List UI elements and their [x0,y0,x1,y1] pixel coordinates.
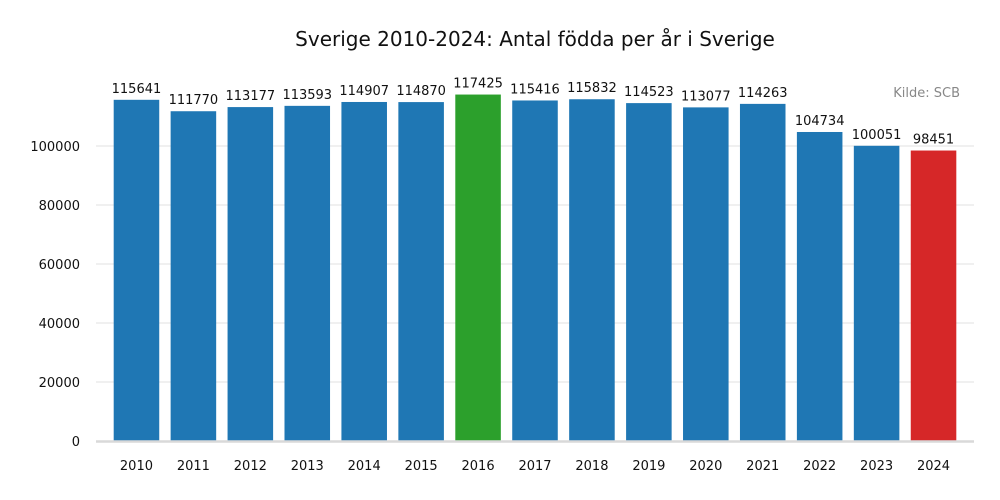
bar-2024 [910,150,957,441]
y-tick-label: 20000 [39,376,80,391]
bars [113,94,957,442]
value-label: 111770 [169,93,219,108]
y-tick-label: 60000 [39,258,80,273]
value-label: 115641 [112,82,162,97]
x-tick-label: 2023 [860,459,893,474]
source-label: Kilde: SCB [893,86,960,101]
x-tick-label: 2010 [120,459,153,474]
x-tick-label: 2012 [234,459,267,474]
bar-2021 [739,103,786,442]
value-label: 100051 [852,128,902,143]
bar-2019 [626,103,672,441]
value-label: 114523 [624,85,674,100]
value-label: 113177 [226,89,276,104]
x-tick-label: 2018 [575,459,608,474]
bar-2018 [569,99,615,441]
x-tick-label: 2022 [803,459,836,474]
value-label: 115416 [510,82,560,97]
x-tick-label: 2019 [632,459,665,474]
x-tick-label: 2024 [917,459,950,474]
bar-2010 [113,99,160,441]
bar-2015 [398,102,444,442]
value-labels: 115641 111770 113177 113593 114907 114870 1174… [112,77,955,148]
x-tick-label: 2014 [348,459,381,474]
chart-title: Sverige 2010-2024: Antal födda per år i … [295,27,775,51]
bar-2022 [796,131,843,441]
value-label: 115832 [567,81,617,96]
y-tick-label: 40000 [39,317,80,332]
x-tick-label: 2011 [177,459,210,474]
bar-2014 [341,101,387,441]
x-axis: 2010 2011 2012 2013 2014 2015 2016 2017 2018 2019… [120,459,950,474]
x-tick-label: 2020 [689,459,722,474]
value-label: 113593 [282,88,332,103]
x-tick-label: 2021 [746,459,779,474]
value-label: 117425 [453,77,503,92]
value-label: 114907 [339,84,389,99]
x-tick-label: 2016 [462,459,495,474]
x-tick-label: 2017 [518,459,551,474]
bar-2013 [284,105,331,442]
bar-2016 [455,94,501,441]
value-label: 104734 [795,114,845,129]
y-tick-label: 0 [72,435,80,450]
bar-2011 [170,111,217,442]
bar-2017 [512,100,558,442]
y-axis: 0 20000 40000 60000 80000 100000 [30,140,80,450]
value-label: 113077 [681,89,731,104]
bar-2012 [227,107,274,441]
x-tick-label: 2015 [405,459,438,474]
x-tick-label: 2013 [291,459,324,474]
y-tick-label: 100000 [30,140,80,155]
y-tick-label: 80000 [39,199,80,214]
value-label: 114870 [396,84,446,99]
value-label: 98451 [913,133,954,148]
bar-2020 [683,107,729,441]
bar-2023 [853,145,900,441]
value-label: 114263 [738,86,788,101]
